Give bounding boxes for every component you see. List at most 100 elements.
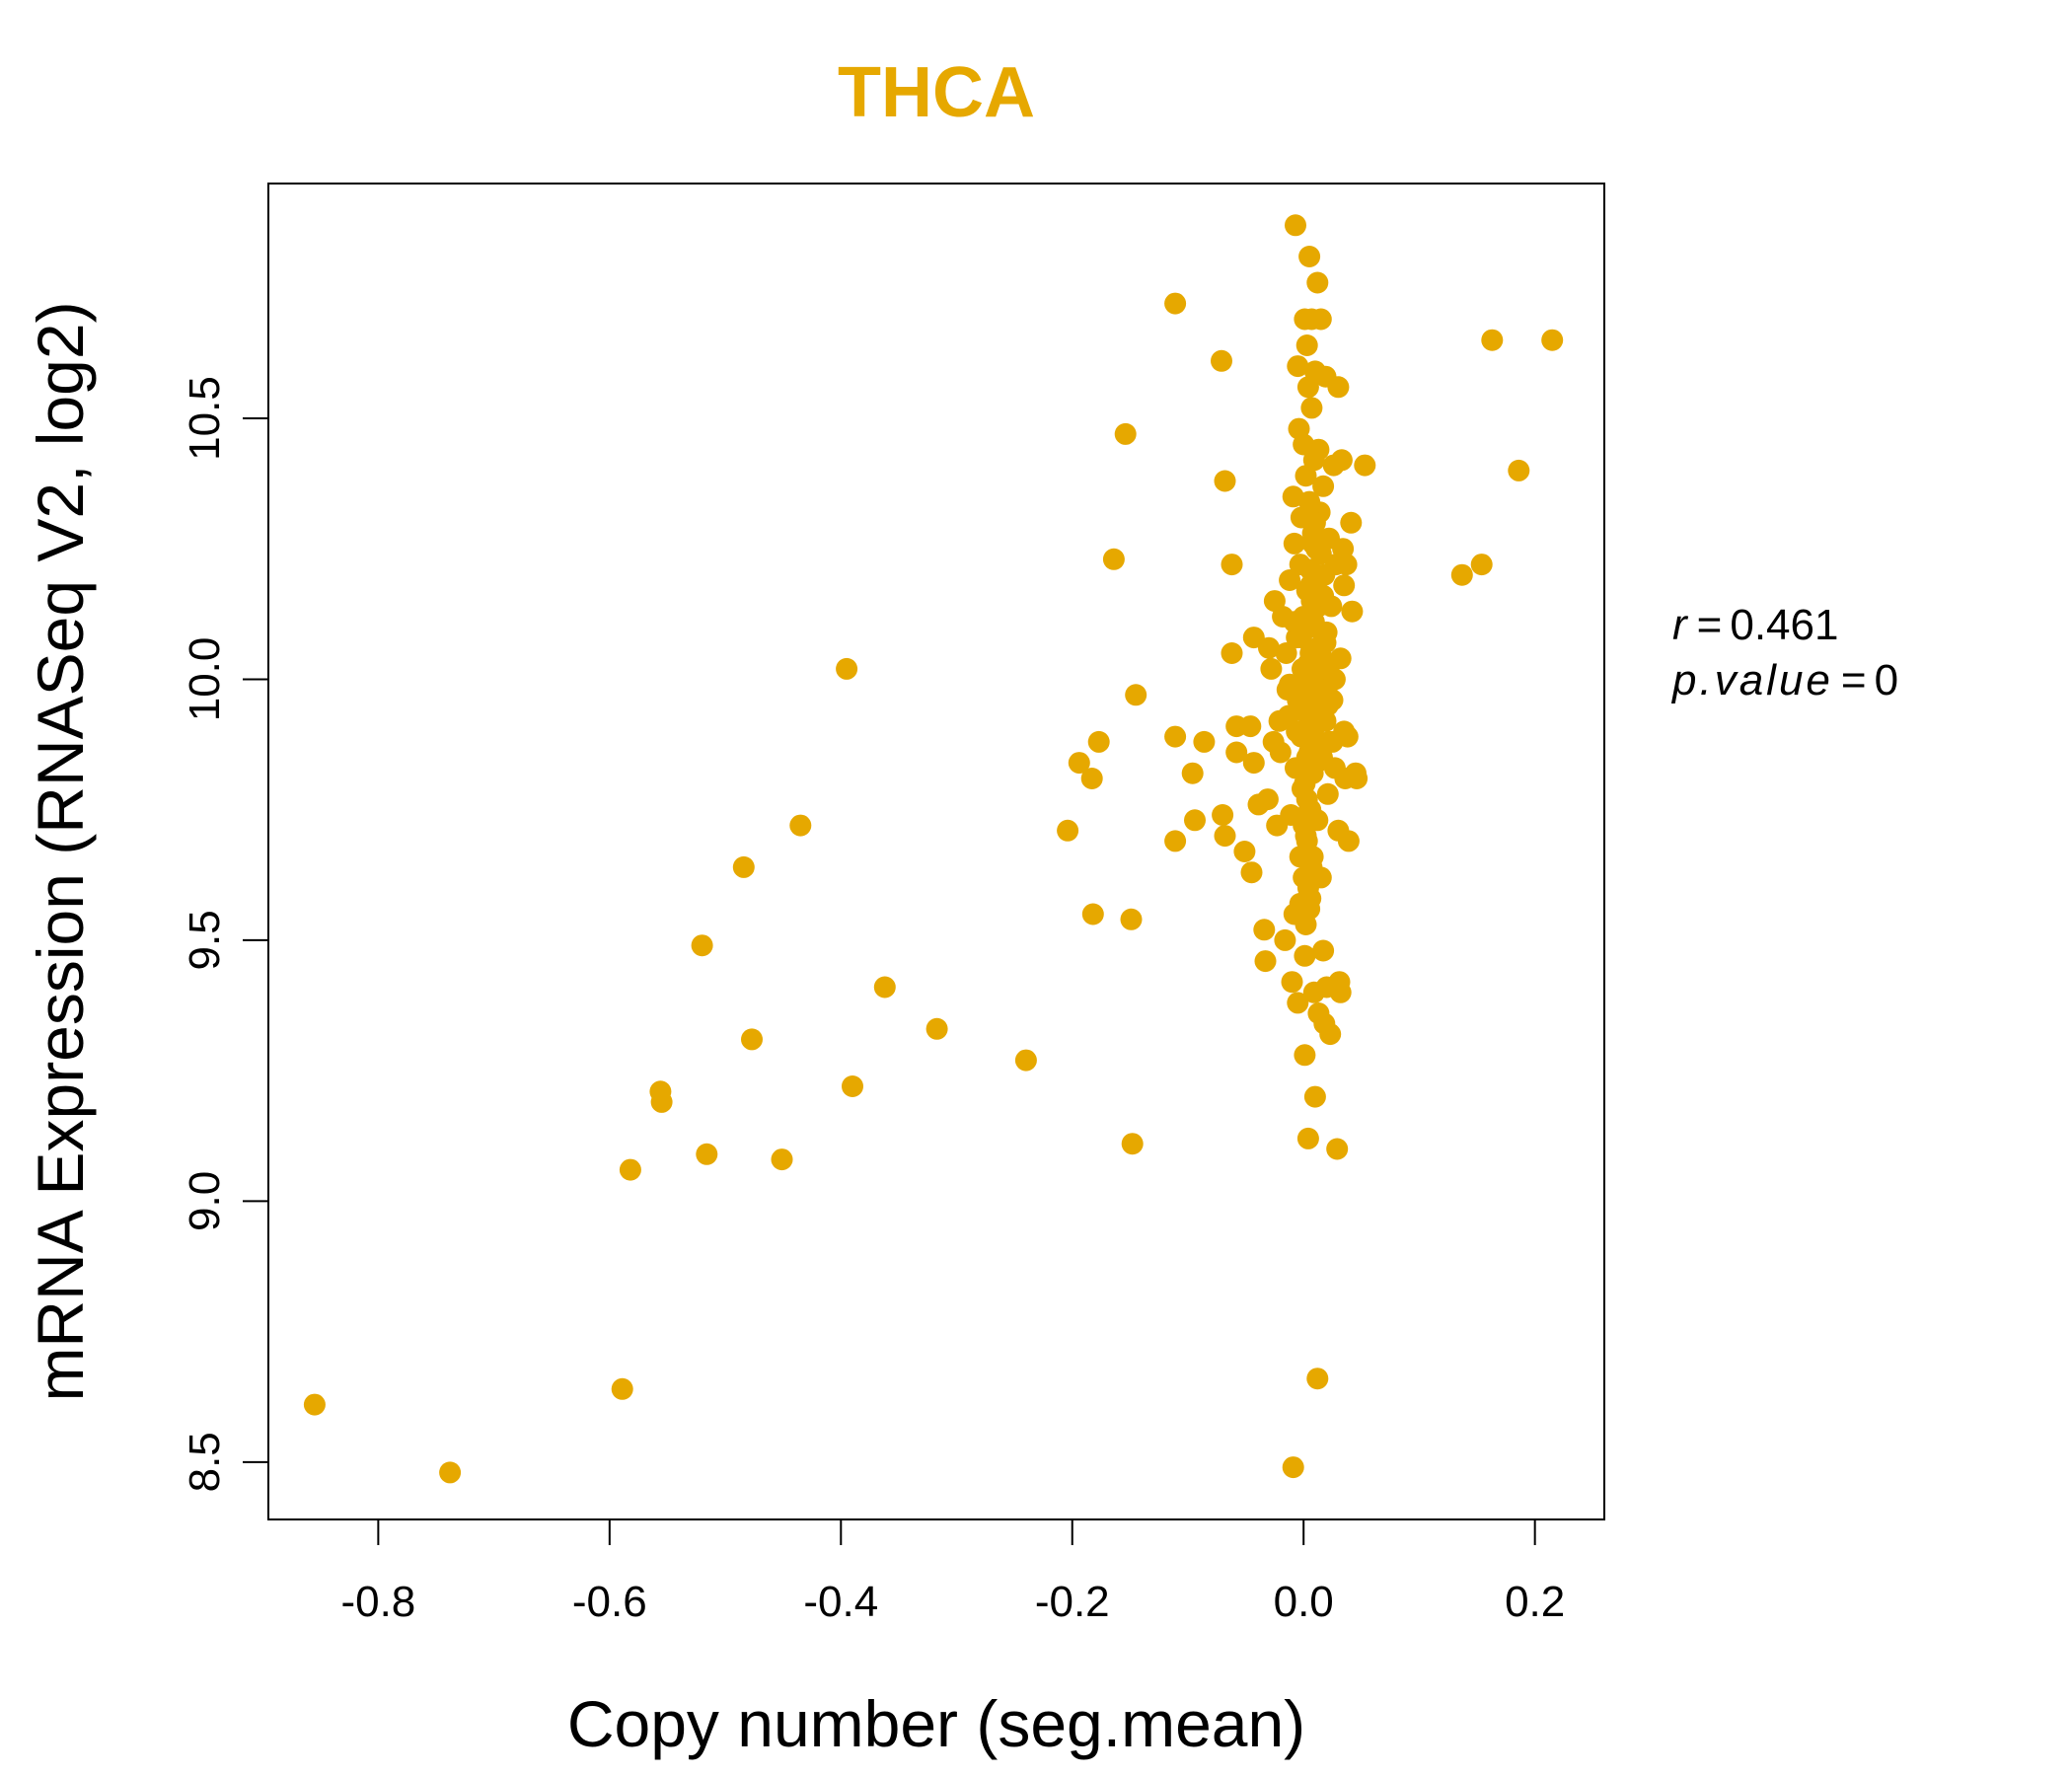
data-point xyxy=(1057,819,1079,842)
x-tick-label: -0.8 xyxy=(340,1578,415,1626)
stat-r: r = 0.461 xyxy=(1672,601,1838,649)
x-tick-label: -0.4 xyxy=(803,1578,878,1626)
data-point xyxy=(1294,944,1316,967)
stat-r-label: r xyxy=(1672,601,1689,649)
data-point xyxy=(1239,715,1262,738)
data-point xyxy=(1295,334,1318,356)
data-point xyxy=(1121,1133,1144,1155)
data-point xyxy=(1309,308,1332,331)
data-point xyxy=(1470,554,1493,576)
stat-r-value: 0.461 xyxy=(1730,601,1838,649)
data-point xyxy=(1316,782,1339,805)
data-point xyxy=(1014,1049,1037,1072)
x-tick-label: -0.6 xyxy=(572,1578,647,1626)
data-point xyxy=(1450,563,1473,586)
data-point xyxy=(836,657,858,680)
data-point xyxy=(1312,939,1335,962)
points-layer xyxy=(303,214,1564,1484)
y-tick-label: 8.5 xyxy=(181,1432,229,1492)
data-point xyxy=(1312,475,1335,497)
data-point xyxy=(1233,841,1256,862)
data-point xyxy=(1181,762,1204,784)
data-point xyxy=(1214,470,1236,492)
data-point xyxy=(1260,657,1283,680)
y-tick-label: 9.5 xyxy=(181,910,229,970)
data-point xyxy=(650,1090,673,1113)
stat-p-value: 0 xyxy=(1875,656,1898,704)
data-point xyxy=(1184,809,1206,832)
data-point xyxy=(1323,668,1346,691)
data-point xyxy=(1300,397,1323,419)
data-point xyxy=(1330,449,1353,472)
chart-title: THCA xyxy=(838,53,1035,132)
y-tick-label: 10.5 xyxy=(181,376,229,461)
data-point xyxy=(1087,730,1110,753)
data-point xyxy=(1256,788,1279,811)
data-point xyxy=(1299,798,1322,821)
data-point xyxy=(611,1377,633,1400)
data-point xyxy=(1295,700,1317,722)
data-point xyxy=(873,976,896,999)
data-point xyxy=(1279,673,1301,696)
y-tick-label: 9.0 xyxy=(181,1171,229,1231)
data-point xyxy=(1081,903,1104,925)
data-point xyxy=(732,855,755,878)
data-point xyxy=(1068,752,1090,775)
data-point xyxy=(1120,908,1143,930)
data-point xyxy=(1279,569,1301,591)
data-point xyxy=(1296,1127,1319,1149)
data-point xyxy=(691,934,713,957)
data-point xyxy=(1354,454,1376,477)
data-point xyxy=(1333,574,1356,597)
x-axis-label: Copy number (seg.mean) xyxy=(567,1687,1305,1760)
data-point xyxy=(1301,532,1324,555)
data-point xyxy=(1253,919,1276,941)
x-tick-label: 0.0 xyxy=(1274,1578,1334,1626)
data-point xyxy=(1242,752,1265,775)
data-point xyxy=(1327,376,1350,399)
data-point xyxy=(1125,684,1147,706)
data-point xyxy=(1303,1085,1326,1108)
data-point xyxy=(619,1158,641,1181)
data-point xyxy=(1211,349,1232,372)
data-point xyxy=(1193,730,1216,753)
data-point xyxy=(771,1148,793,1171)
data-point xyxy=(789,814,812,837)
data-point xyxy=(1306,1368,1329,1390)
data-point xyxy=(1481,329,1504,351)
data-point xyxy=(1287,992,1309,1014)
data-point xyxy=(1275,642,1297,664)
data-point xyxy=(1164,292,1187,315)
stat-p-eq: = xyxy=(1841,656,1867,704)
data-point xyxy=(1305,752,1328,775)
data-point xyxy=(1294,1044,1316,1067)
data-point xyxy=(1283,532,1305,555)
data-point xyxy=(1337,830,1360,852)
x-tick-label: 0.2 xyxy=(1505,1578,1565,1626)
data-point xyxy=(1258,636,1280,659)
data-point xyxy=(1306,271,1329,294)
data-point xyxy=(1341,600,1364,623)
y-axis: 8.5 9.0 9.5 10.0 10.5 xyxy=(181,376,269,1492)
data-point xyxy=(741,1028,763,1051)
data-point xyxy=(1335,554,1358,576)
data-point xyxy=(1292,657,1313,680)
data-point xyxy=(1307,438,1330,461)
stat-r-eq: = xyxy=(1697,601,1723,649)
data-point xyxy=(1541,329,1564,351)
data-point xyxy=(1298,898,1321,921)
data-point xyxy=(1221,642,1243,664)
data-point xyxy=(696,1143,718,1165)
data-point xyxy=(1329,981,1352,1003)
data-point xyxy=(1340,511,1363,534)
data-point xyxy=(1281,971,1303,994)
data-point xyxy=(1102,548,1125,570)
data-point xyxy=(1240,861,1263,884)
data-point xyxy=(1295,830,1318,852)
data-point xyxy=(1269,741,1292,764)
data-point xyxy=(1326,1138,1349,1160)
data-point xyxy=(1114,422,1137,445)
data-point xyxy=(1508,459,1530,481)
data-point xyxy=(1285,214,1306,237)
data-point xyxy=(1303,511,1326,534)
